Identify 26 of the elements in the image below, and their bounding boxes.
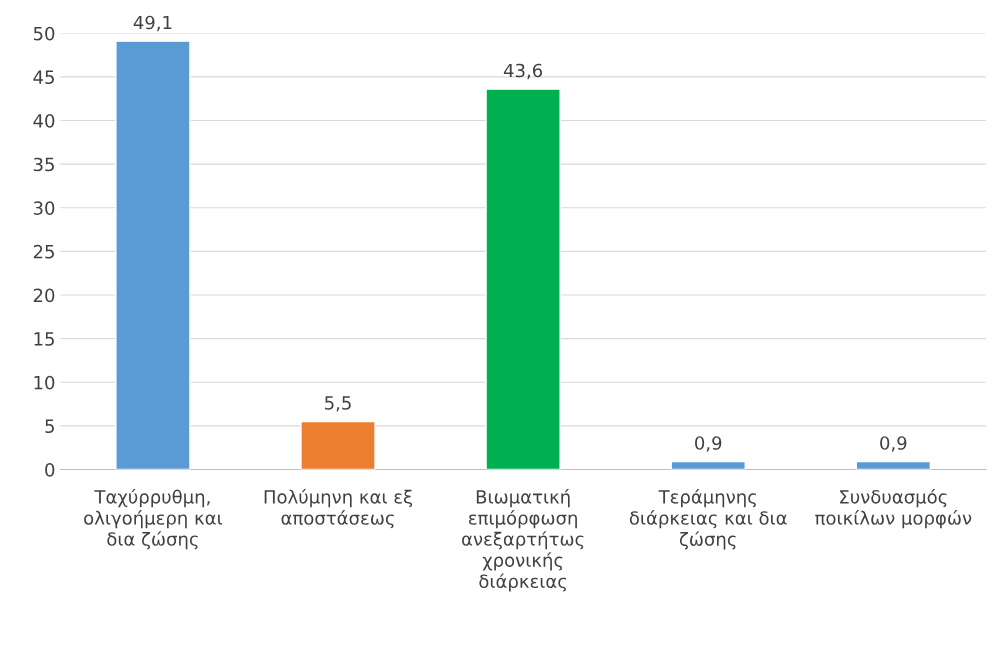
x-tick-label: Πολύμηνη και εξ αποστάσεως — [264, 488, 413, 529]
y-tick-label: 5 — [45, 419, 54, 434]
y-tick-label: 20 — [33, 288, 55, 303]
x-tick-label: Τεράμηνης διάρκειας και δια ζώσης — [629, 488, 787, 550]
x-tick-label: Συνδυασμός ποικίλων μορφών — [815, 488, 972, 529]
y-tick-label: 25 — [33, 244, 54, 259]
y-tick-label: 0 — [45, 462, 55, 477]
y-tick-label: 45 — [33, 70, 54, 85]
data-label: 0,9 — [880, 436, 907, 452]
y-tick-label: 35 — [33, 157, 54, 172]
bar — [855, 460, 932, 470]
data-label: 49,1 — [133, 15, 172, 32]
data-label: 43,6 — [503, 63, 543, 80]
bar — [485, 88, 561, 470]
y-tick-label: 30 — [33, 201, 55, 215]
y-tick-label: 40 — [33, 114, 55, 128]
bar — [670, 460, 746, 470]
y-tick-label: 15 — [34, 332, 54, 346]
bar — [300, 420, 376, 470]
data-label: 5,5 — [325, 396, 351, 412]
y-tick-label: 50 — [33, 26, 55, 41]
x-tick-label: Βιωματική επιμόρφωση ανεξαρτήτως χρονικής διάρκειας — [462, 488, 584, 592]
data-label: 0,9 — [695, 436, 722, 452]
x-tick-label: Ταχύρρυθμη, ολιγοήμερη και δια ζώσης — [84, 488, 223, 550]
y-tick-label: 10 — [34, 375, 55, 390]
bar — [115, 40, 191, 470]
